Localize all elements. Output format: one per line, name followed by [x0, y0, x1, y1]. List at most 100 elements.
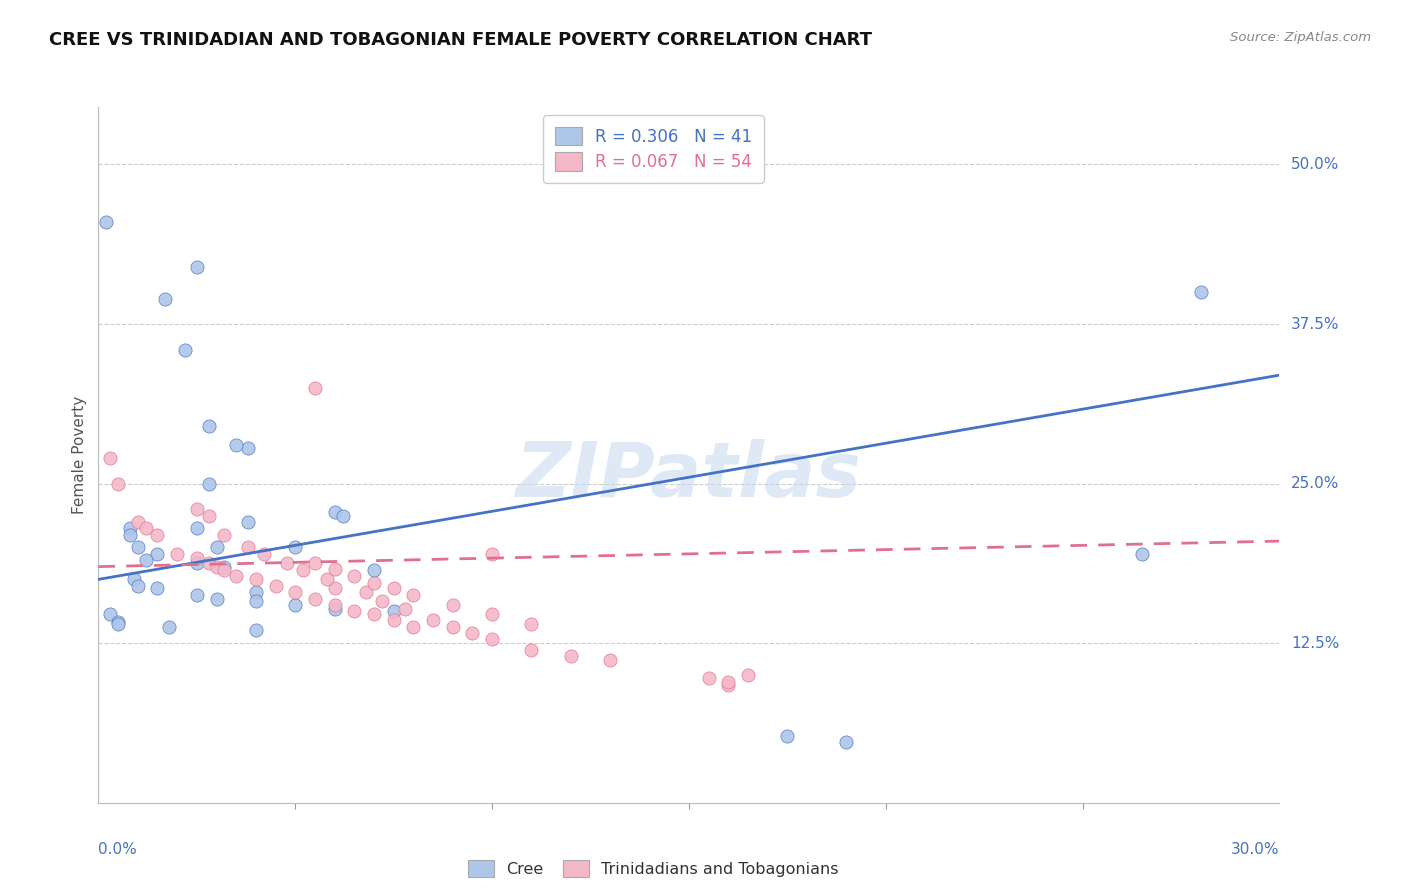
- Text: 25.0%: 25.0%: [1291, 476, 1340, 491]
- Point: [245, 585, 267, 599]
- Point: [481, 547, 503, 561]
- Legend: Cree, Trinidadians and Tobagonians: Cree, Trinidadians and Tobagonians: [460, 852, 846, 885]
- Point: [96, 215, 118, 229]
- Point: [354, 585, 377, 599]
- Point: [245, 573, 267, 587]
- Point: [717, 678, 740, 692]
- Point: [122, 573, 145, 587]
- Point: [98, 607, 121, 621]
- Point: [323, 582, 346, 596]
- Point: [236, 441, 259, 455]
- Point: [776, 730, 799, 744]
- Point: [225, 568, 247, 582]
- Point: [560, 648, 582, 663]
- Point: [214, 527, 236, 541]
- Point: [520, 642, 543, 657]
- Point: [166, 547, 188, 561]
- Point: [284, 585, 307, 599]
- Point: [363, 607, 385, 621]
- Point: [186, 260, 208, 274]
- Text: 0.0%: 0.0%: [98, 842, 138, 856]
- Point: [394, 601, 416, 615]
- Point: [441, 598, 464, 612]
- Point: [481, 632, 503, 647]
- Point: [599, 653, 621, 667]
- Point: [186, 556, 208, 570]
- Point: [205, 559, 228, 574]
- Point: [343, 568, 366, 582]
- Point: [135, 521, 157, 535]
- Point: [186, 550, 208, 565]
- Y-axis label: Female Poverty: Female Poverty: [72, 396, 87, 514]
- Point: [214, 559, 236, 574]
- Point: [127, 541, 149, 555]
- Point: [382, 613, 405, 627]
- Point: [253, 547, 276, 561]
- Point: [441, 619, 464, 633]
- Point: [422, 613, 444, 627]
- Point: [127, 579, 149, 593]
- Point: [363, 576, 385, 591]
- Point: [323, 562, 346, 576]
- Point: [697, 671, 720, 685]
- Text: 37.5%: 37.5%: [1291, 317, 1340, 332]
- Point: [264, 579, 287, 593]
- Point: [1189, 285, 1212, 300]
- Point: [304, 381, 326, 395]
- Point: [186, 521, 208, 535]
- Point: [382, 604, 405, 618]
- Point: [157, 619, 180, 633]
- Point: [402, 619, 425, 633]
- Point: [107, 615, 129, 629]
- Point: [127, 515, 149, 529]
- Point: [236, 515, 259, 529]
- Point: [481, 607, 503, 621]
- Point: [382, 582, 405, 596]
- Point: [737, 668, 759, 682]
- Point: [323, 601, 346, 615]
- Point: [363, 564, 385, 578]
- Point: [461, 626, 484, 640]
- Point: [284, 598, 307, 612]
- Point: [236, 541, 259, 555]
- Point: [205, 541, 228, 555]
- Point: [245, 594, 267, 608]
- Point: [323, 598, 346, 612]
- Point: [717, 674, 740, 689]
- Point: [245, 624, 267, 638]
- Point: [146, 527, 169, 541]
- Point: [197, 419, 219, 434]
- Point: [118, 521, 141, 535]
- Text: CREE VS TRINIDADIAN AND TOBAGONIAN FEMALE POVERTY CORRELATION CHART: CREE VS TRINIDADIAN AND TOBAGONIAN FEMAL…: [49, 31, 872, 49]
- Point: [315, 573, 337, 587]
- Point: [174, 343, 197, 357]
- Point: [323, 505, 346, 519]
- Point: [98, 451, 121, 466]
- Point: [332, 508, 354, 523]
- Point: [118, 527, 141, 541]
- Point: [371, 594, 394, 608]
- Point: [402, 588, 425, 602]
- Text: 30.0%: 30.0%: [1232, 842, 1279, 856]
- Point: [292, 564, 315, 578]
- Point: [276, 556, 298, 570]
- Point: [186, 502, 208, 516]
- Point: [186, 588, 208, 602]
- Text: ZIPatlas: ZIPatlas: [516, 439, 862, 513]
- Point: [520, 617, 543, 632]
- Point: [146, 582, 169, 596]
- Point: [146, 547, 169, 561]
- Point: [107, 476, 129, 491]
- Point: [197, 556, 219, 570]
- Point: [284, 541, 307, 555]
- Point: [197, 476, 219, 491]
- Point: [1130, 547, 1153, 561]
- Point: [214, 564, 236, 578]
- Point: [135, 553, 157, 567]
- Point: [155, 292, 177, 306]
- Point: [205, 591, 228, 606]
- Text: Source: ZipAtlas.com: Source: ZipAtlas.com: [1230, 31, 1371, 45]
- Point: [304, 591, 326, 606]
- Point: [107, 617, 129, 632]
- Point: [225, 438, 247, 452]
